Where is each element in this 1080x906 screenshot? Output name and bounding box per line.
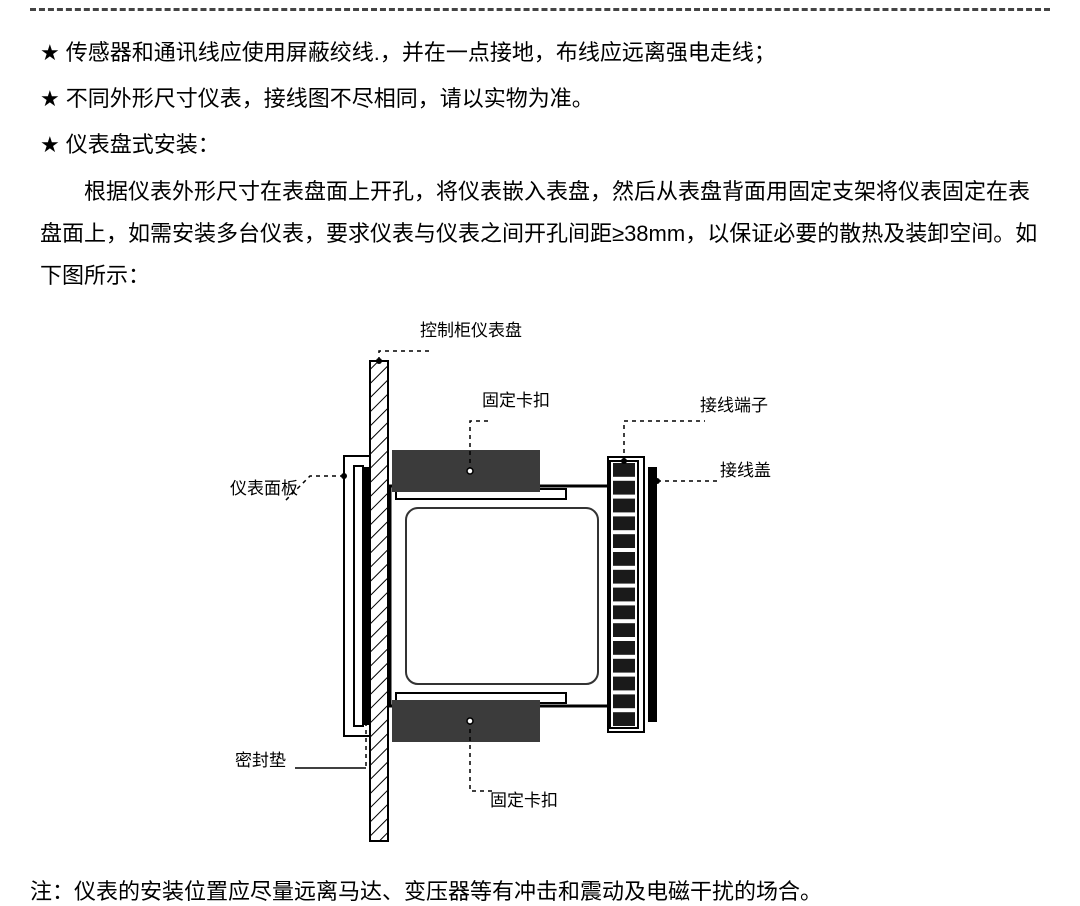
svg-text:密封垫: 密封垫 [235,751,286,770]
diagram-svg: 控制柜仪表盘固定卡扣接线端子接线盖仪表面板密封垫固定卡扣 [160,296,920,856]
star-icon: ★ [40,132,60,157]
text-content: ★传感器和通讯线应使用屏蔽绞线.，并在一点接地，布线应远离强电走线； ★不同外形… [0,31,1080,296]
bullet-3: ★仪表盘式安装： [40,123,1040,167]
bullet-2: ★不同外形尺寸仪表，接线图不尽相同，请以实物为准。 [40,77,1040,121]
footer-note: 注：仪表的安装位置应尽量远离马达、变压器等有冲击和震动及电磁干扰的场合。 [30,874,1050,906]
note-text: 注：仪表的安装位置应尽量远离马达、变压器等有冲击和震动及电磁干扰的场合。 [30,879,822,904]
svg-text:固定卡扣: 固定卡扣 [482,391,550,410]
svg-text:仪表面板: 仪表面板 [230,479,298,498]
installation-diagram: 控制柜仪表盘固定卡扣接线端子接线盖仪表面板密封垫固定卡扣 [0,296,1080,856]
bullet-3-text: 仪表盘式安装： [66,132,220,157]
svg-text:接线端子: 接线端子 [700,396,768,415]
svg-text:固定卡扣: 固定卡扣 [490,791,558,810]
star-icon: ★ [40,40,60,65]
star-icon: ★ [40,86,60,111]
paragraph-text: 根据仪表外形尺寸在表盘面上开孔，将仪表嵌入表盘，然后从表盘背面用固定支架将仪表固… [40,171,1040,296]
page-top-divider [30,8,1050,11]
svg-text:接线盖: 接线盖 [720,461,771,480]
svg-text:控制柜仪表盘: 控制柜仪表盘 [420,321,522,340]
bullet-2-text: 不同外形尺寸仪表，接线图不尽相同，请以实物为准。 [66,86,594,111]
bullet-1-text: 传感器和通讯线应使用屏蔽绞线.，并在一点接地，布线应远离强电走线； [66,40,776,65]
bullet-1: ★传感器和通讯线应使用屏蔽绞线.，并在一点接地，布线应远离强电走线； [40,31,1040,75]
paragraph: 根据仪表外形尺寸在表盘面上开孔，将仪表嵌入表盘，然后从表盘背面用固定支架将仪表固… [40,171,1040,296]
